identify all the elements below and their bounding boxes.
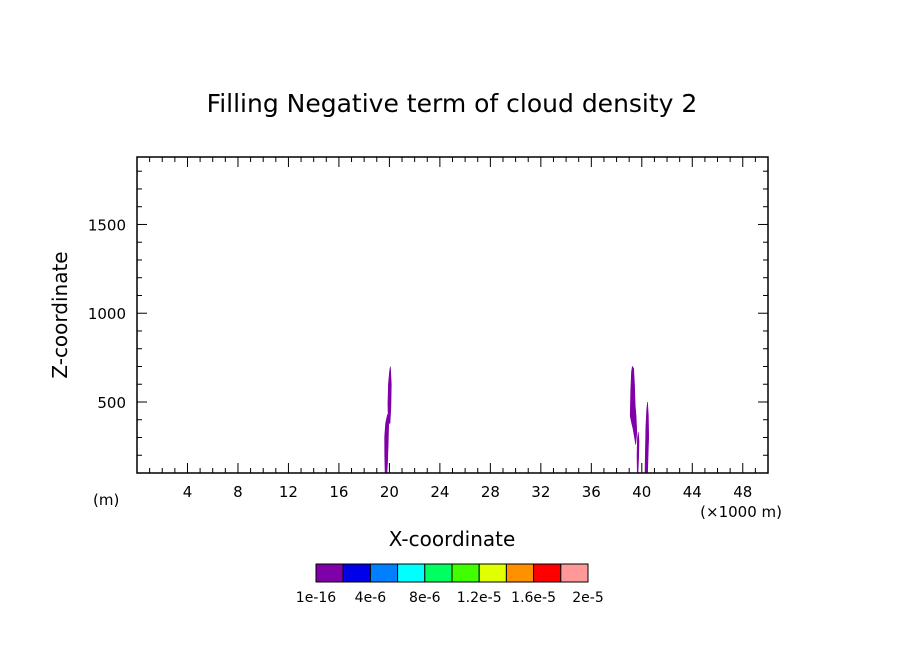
y-axis-label: Z-coordinate <box>48 251 72 378</box>
x-axis-label: X-coordinate <box>389 527 516 551</box>
x-tick-label: 4 <box>183 483 193 501</box>
x-tick-label: 24 <box>430 483 449 501</box>
y-tick-label: 1500 <box>88 216 126 234</box>
contour-region-0-4 <box>644 401 650 474</box>
colorbar-label: 2e-5 <box>572 590 603 606</box>
x-tick-label: 28 <box>481 483 500 501</box>
colorbar-label: 1.6e-5 <box>511 590 556 606</box>
x-unit-right: (×1000 m) <box>700 503 782 521</box>
colorbar-label: 4e-6 <box>355 590 387 606</box>
plot-frame <box>136 156 769 474</box>
x-tick-label: 32 <box>531 483 550 501</box>
colorbar-swatch <box>369 563 399 583</box>
x-tick-label: 16 <box>329 483 348 501</box>
colorbar-swatch <box>478 563 507 583</box>
colorbar-label: 1.2e-5 <box>457 590 502 606</box>
x-tick-label: 36 <box>582 483 601 501</box>
x-tick-label: 8 <box>233 483 243 501</box>
plot-area <box>136 156 769 474</box>
colorbar-swatch <box>451 563 480 583</box>
colorbar-swatch <box>560 563 589 583</box>
x-tick-label: 20 <box>380 483 399 501</box>
contour-region-0-0 <box>384 414 390 474</box>
y-tick-labels: 500 1000 1500 <box>88 216 126 412</box>
y-tick-label: 1000 <box>88 305 126 323</box>
x-tick-label: 12 <box>279 483 298 501</box>
colorbar-labels: 1e-16 4e-6 8e-6 1.2e-5 1.6e-5 2e-5 <box>296 590 604 606</box>
contour-region-0-2 <box>629 365 638 445</box>
contour-regions <box>384 365 650 474</box>
colorbar-swatch <box>315 563 344 583</box>
axis-ticks <box>137 157 768 473</box>
contour-region-0-1 <box>387 366 392 424</box>
x-tick-label: 48 <box>733 483 752 501</box>
y-tick-label: 500 <box>97 394 126 412</box>
x-tick-labels: 4 8 12 16 20 24 28 32 36 40 44 48 <box>183 483 753 501</box>
colorbar-label: 8e-6 <box>409 590 441 606</box>
colorbar <box>315 563 589 583</box>
x-tick-label: 44 <box>683 483 702 501</box>
colorbar-swatch <box>424 563 453 583</box>
chart-title: Filling Negative term of cloud density 2 <box>207 89 698 118</box>
colorbar-swatch <box>397 563 426 583</box>
x-unit-left: (m) <box>93 491 119 509</box>
colorbar-label: 1e-16 <box>296 590 336 606</box>
contour-region-0-3 <box>636 432 640 474</box>
colorbar-swatch <box>533 563 562 583</box>
x-tick-label: 40 <box>632 483 651 501</box>
colorbar-swatch <box>342 563 371 583</box>
colorbar-swatch <box>505 563 535 583</box>
